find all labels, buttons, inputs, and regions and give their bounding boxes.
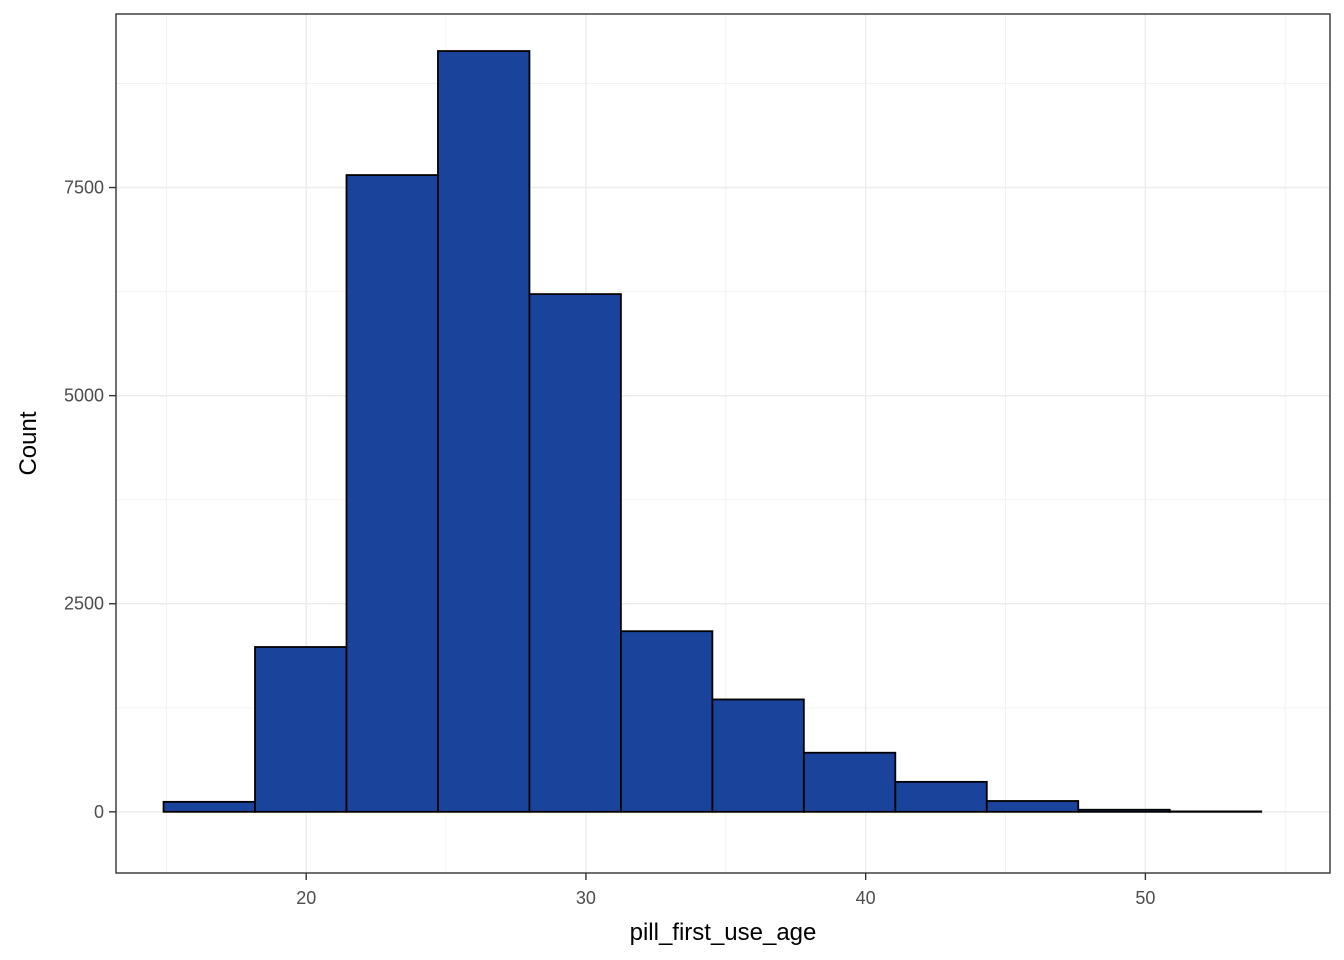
- x-tick-label: 30: [576, 888, 596, 908]
- histogram-bar: [620, 630, 714, 813]
- histogram-bar: [802, 751, 897, 813]
- histogram-bar: [985, 800, 1080, 813]
- y-tick-label: 5000: [64, 386, 104, 406]
- y-tick-label: 2500: [64, 594, 104, 614]
- histogram-bar: [528, 293, 622, 813]
- panel-border: [115, 13, 1331, 874]
- histogram-bar: [162, 800, 256, 813]
- histogram-bar: [1077, 808, 1171, 813]
- x-tick-label: 50: [1135, 888, 1155, 908]
- x-tick-label: 20: [296, 888, 316, 908]
- y-tick-label: 0: [94, 802, 104, 822]
- x-tick-label: 40: [856, 888, 876, 908]
- histogram-bars: [162, 50, 1263, 813]
- y-tick-label: 7500: [64, 178, 104, 198]
- y-axis-ticks: 0 2500 5000 7500: [64, 178, 116, 822]
- x-axis-title: pill_first_use_age: [630, 919, 817, 946]
- y-axis-title: Count: [15, 411, 42, 475]
- x-axis-ticks: 20 30 40 50: [296, 873, 1155, 908]
- histogram-bar: [345, 174, 439, 813]
- histogram-bar: [254, 646, 348, 813]
- histogram-bar: [437, 50, 531, 813]
- histogram-bar: [894, 780, 988, 813]
- histogram-bar: [711, 698, 805, 813]
